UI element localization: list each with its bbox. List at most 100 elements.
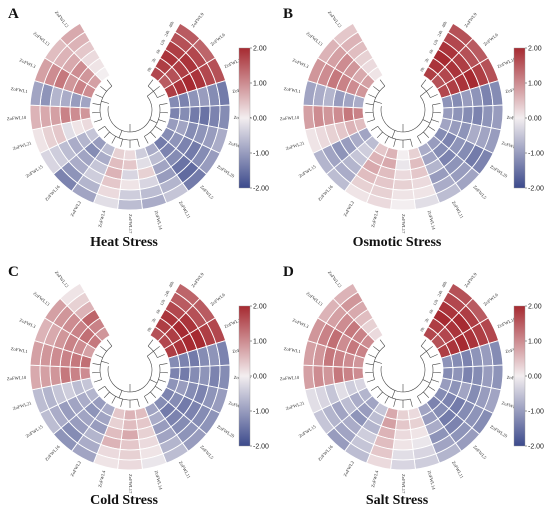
gene-label: ZoFWL12	[54, 270, 70, 289]
gene-label: ZoFWL6	[209, 32, 226, 47]
dendrogram-branch	[376, 391, 383, 399]
dendrogram-branch	[430, 354, 438, 358]
dendrogram-branch	[147, 351, 154, 357]
heatmap-cell	[122, 419, 138, 431]
dendrogram-branch	[417, 396, 422, 404]
gene-label: ZoFWL20	[489, 164, 509, 179]
colorbar-gradient	[513, 305, 526, 447]
dendrogram-branch	[92, 371, 101, 374]
heatmap-cell	[480, 105, 494, 129]
colorbar-tick-label: -2.00	[253, 444, 269, 451]
gene-label: ZoFWL1	[10, 346, 28, 354]
time-label: 24h	[163, 29, 171, 38]
time-label: 24h	[436, 29, 444, 38]
gene-label: ZoFWL12	[327, 10, 343, 29]
colorbar-tick-label: 1.00	[528, 81, 542, 88]
dendrogram-branch	[155, 126, 163, 131]
heatmap-cell	[396, 149, 410, 161]
panel-title: Cold Stress	[90, 493, 158, 508]
heatmap-cell	[117, 458, 143, 471]
heatmap-cell	[59, 282, 86, 307]
dendrogram-branch	[420, 91, 427, 97]
gene-label: ZoFWL3	[19, 58, 37, 70]
gene-label: ZoFWL19	[228, 400, 249, 411]
colorbar-tick-label: 1.00	[253, 339, 267, 346]
dendrogram-branch	[417, 136, 422, 144]
heatmap-cell	[118, 448, 142, 461]
heatmap-cell	[49, 365, 62, 387]
dendrogram-branch	[159, 371, 168, 374]
heatmap-cell	[120, 169, 140, 181]
dendrogram-branch	[93, 379, 102, 383]
dendrogram-branch	[391, 390, 396, 399]
heatmap-cell	[178, 366, 191, 383]
heatmap-cell	[461, 106, 474, 125]
dendrogram-branch	[137, 138, 140, 147]
dendrogram-branch	[365, 363, 374, 366]
gene-label: ZoFWL16	[44, 444, 61, 462]
time-label: 24h	[436, 289, 444, 298]
heatmap-cell	[29, 364, 43, 391]
dendrogram-branch	[137, 398, 140, 407]
gene-label: ZoFWL2	[69, 199, 82, 217]
heatmap-cell	[123, 409, 137, 421]
dendrogram-branch	[97, 386, 105, 391]
time-label: 0h	[146, 66, 153, 73]
gene-label: ZoFWL14	[427, 210, 437, 231]
gene-label: ZoFWL1	[283, 346, 301, 354]
heatmap-cell	[69, 366, 82, 383]
dendrogram-branch	[158, 119, 167, 123]
heatmap-cell	[207, 365, 221, 389]
dendrogram-branch	[431, 119, 440, 123]
colorbar: 2.00 1.00 0.00 -1.00 -2.00	[238, 304, 269, 451]
colorbar-tick-label: -1.00	[528, 151, 544, 158]
colorbar-tick-label: 2.00	[528, 46, 542, 53]
colorbar-tick-label: 2.00	[528, 304, 542, 311]
heatmap-cell	[69, 106, 82, 123]
panel-title: Salt Stress	[366, 493, 429, 508]
dendrogram-branch	[92, 103, 101, 106]
heatmap-cell	[198, 365, 211, 387]
time-label: 3h	[423, 57, 430, 64]
colorbar-tick-label: 0.00	[253, 116, 267, 123]
dendrogram-branch	[373, 86, 380, 92]
dendrogram-branch	[144, 136, 149, 144]
dendrogram-branch	[149, 119, 158, 124]
gene-label: ZoFWL3	[19, 318, 37, 330]
colorbar-tick-label: 0.00	[528, 116, 542, 123]
dendrogram-branch	[393, 138, 396, 147]
dendrogram-arc	[380, 356, 426, 393]
heatmap-cell	[123, 149, 137, 161]
gene-label: ZoFWL1	[10, 86, 28, 94]
heatmap-panel-c: ZoFWL9ZoFWL6ZoFWL18ZoFWL8ZoFWL7ZoFWL19Zo…	[7, 264, 269, 508]
colorbar-tick-label: -1.00	[528, 409, 544, 416]
heatmap-cell	[342, 366, 355, 383]
gene-label: ZoFWL20	[216, 424, 236, 439]
dendrogram-branch	[153, 86, 160, 92]
heatmap-cell	[29, 104, 43, 131]
panel-title: Osmotic Stress	[353, 235, 442, 250]
dendrogram	[365, 339, 441, 408]
heatmap-cell	[392, 438, 414, 451]
heatmap-cell	[490, 364, 504, 391]
dendrogram-branch	[423, 391, 430, 399]
gene-label: ZoFWL2	[342, 199, 355, 217]
heatmap-cell	[217, 364, 231, 391]
dendrogram-branch	[365, 111, 374, 114]
dendrogram-branch	[159, 103, 168, 106]
time-label: 12h	[432, 38, 440, 47]
dendrogram-branch	[100, 86, 107, 92]
time-label: 6h	[428, 308, 435, 315]
dendrogram-branch	[432, 363, 441, 366]
gene-label: ZoFWL10	[7, 375, 27, 381]
dendrogram-branch	[365, 103, 374, 106]
gene-label: ZoFWL19	[228, 140, 249, 151]
gene-label: ZoFWL4	[370, 469, 379, 487]
dendrogram-branch	[92, 363, 101, 366]
dendrogram-branch	[422, 119, 431, 124]
gene-label: ZoFWL6	[482, 292, 499, 307]
colorbar-tick-label: -1.00	[253, 151, 269, 158]
gene-label: ZoFWL6	[482, 32, 499, 47]
heatmap-cell	[471, 365, 484, 387]
dendrogram-branch	[431, 379, 440, 383]
